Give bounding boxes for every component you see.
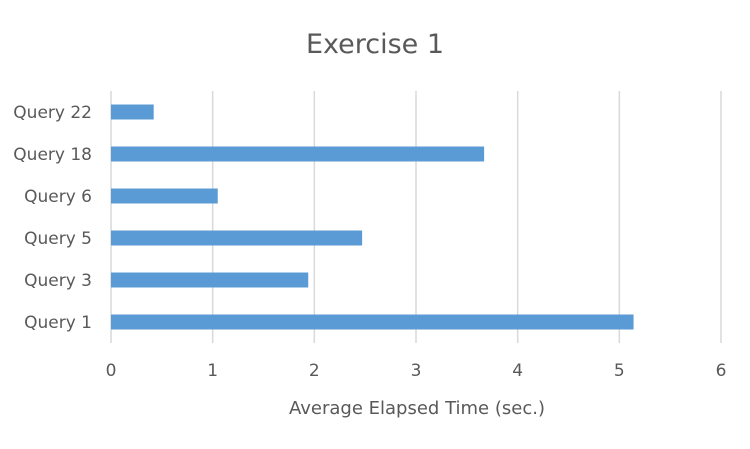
x-tick-label: 1 [207,361,218,381]
bar-query-18 [111,146,485,162]
y-tick-label: Query 22 [13,103,92,123]
y-tick-label: Query 1 [24,313,92,333]
bar-query-5 [111,230,363,246]
bars [111,104,634,330]
y-tick-label: Query 18 [13,145,92,165]
x-tick-label: 6 [716,361,727,381]
x-tick-label: 2 [309,361,320,381]
x-tick-label: 3 [411,361,422,381]
x-tick-labels: 0 1 2 3 4 5 6 [106,361,727,381]
x-axis-label: Average Elapsed Time (sec.) [289,398,545,419]
bar-query-3 [111,272,309,288]
x-tick-label: 5 [614,361,625,381]
gridlines [110,91,722,343]
bar-query-6 [111,188,218,204]
y-tick-labels: Query 22 Query 18 Query 6 Query 5 Query 3 Que… [13,103,92,333]
y-tick-label: Query 5 [24,229,92,249]
chart-title: Exercise 1 [306,29,444,60]
x-tick-label: 4 [512,361,523,381]
x-tick-label: 0 [106,361,117,381]
bar-query-22 [111,104,154,120]
y-tick-label: Query 6 [24,187,92,207]
bar-query-1 [111,314,634,330]
y-tick-label: Query 3 [24,271,92,291]
